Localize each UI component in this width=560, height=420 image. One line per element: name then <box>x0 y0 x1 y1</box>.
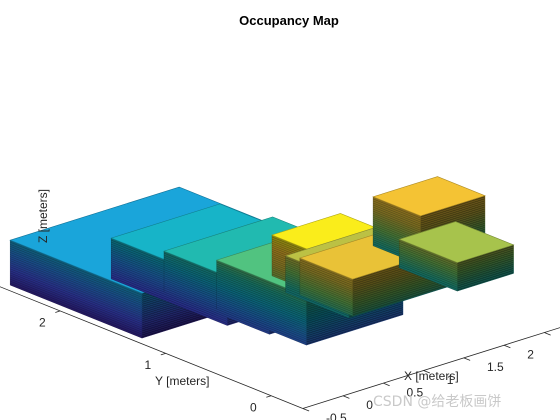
x-tick-label: 0 <box>366 398 373 412</box>
x-tick <box>383 382 390 387</box>
x-tick <box>302 408 310 412</box>
x-axis-line <box>302 327 560 409</box>
block-top-face <box>372 176 486 217</box>
y-tick-label: 0 <box>250 400 257 414</box>
chart-title: Occupancy Map <box>239 13 339 28</box>
x-tick <box>463 357 471 361</box>
x-tick-label: 1.5 <box>487 360 504 374</box>
occupancy-blocks <box>9 176 515 346</box>
axes: -0.500.511.522.5210012 <box>0 286 560 420</box>
x-tick-label: 2 <box>527 348 534 362</box>
x-tick <box>544 332 551 336</box>
x-tick-label: 0.5 <box>407 386 424 400</box>
x-tick-label: -0.5 <box>326 411 347 420</box>
y-tick-label: 1 <box>145 358 152 372</box>
z-axis-label: Z [meters] <box>36 189 50 243</box>
occupancy-block <box>398 221 515 292</box>
watermark: CSDN @给老板画饼 <box>373 394 501 410</box>
y-tick <box>160 352 166 356</box>
x-tick <box>342 395 350 399</box>
y-axis-line <box>0 286 303 409</box>
y-tick-label: 2 <box>39 316 46 330</box>
y-tick <box>55 310 61 313</box>
x-tick <box>503 344 511 349</box>
x-axis-label: X [meters] <box>404 369 459 383</box>
block-top-face <box>398 221 515 263</box>
y-axis-label: Y [meters] <box>155 374 209 388</box>
y-tick <box>266 395 272 398</box>
x-tick <box>423 370 431 374</box>
x-tick-label: 1 <box>447 373 454 387</box>
